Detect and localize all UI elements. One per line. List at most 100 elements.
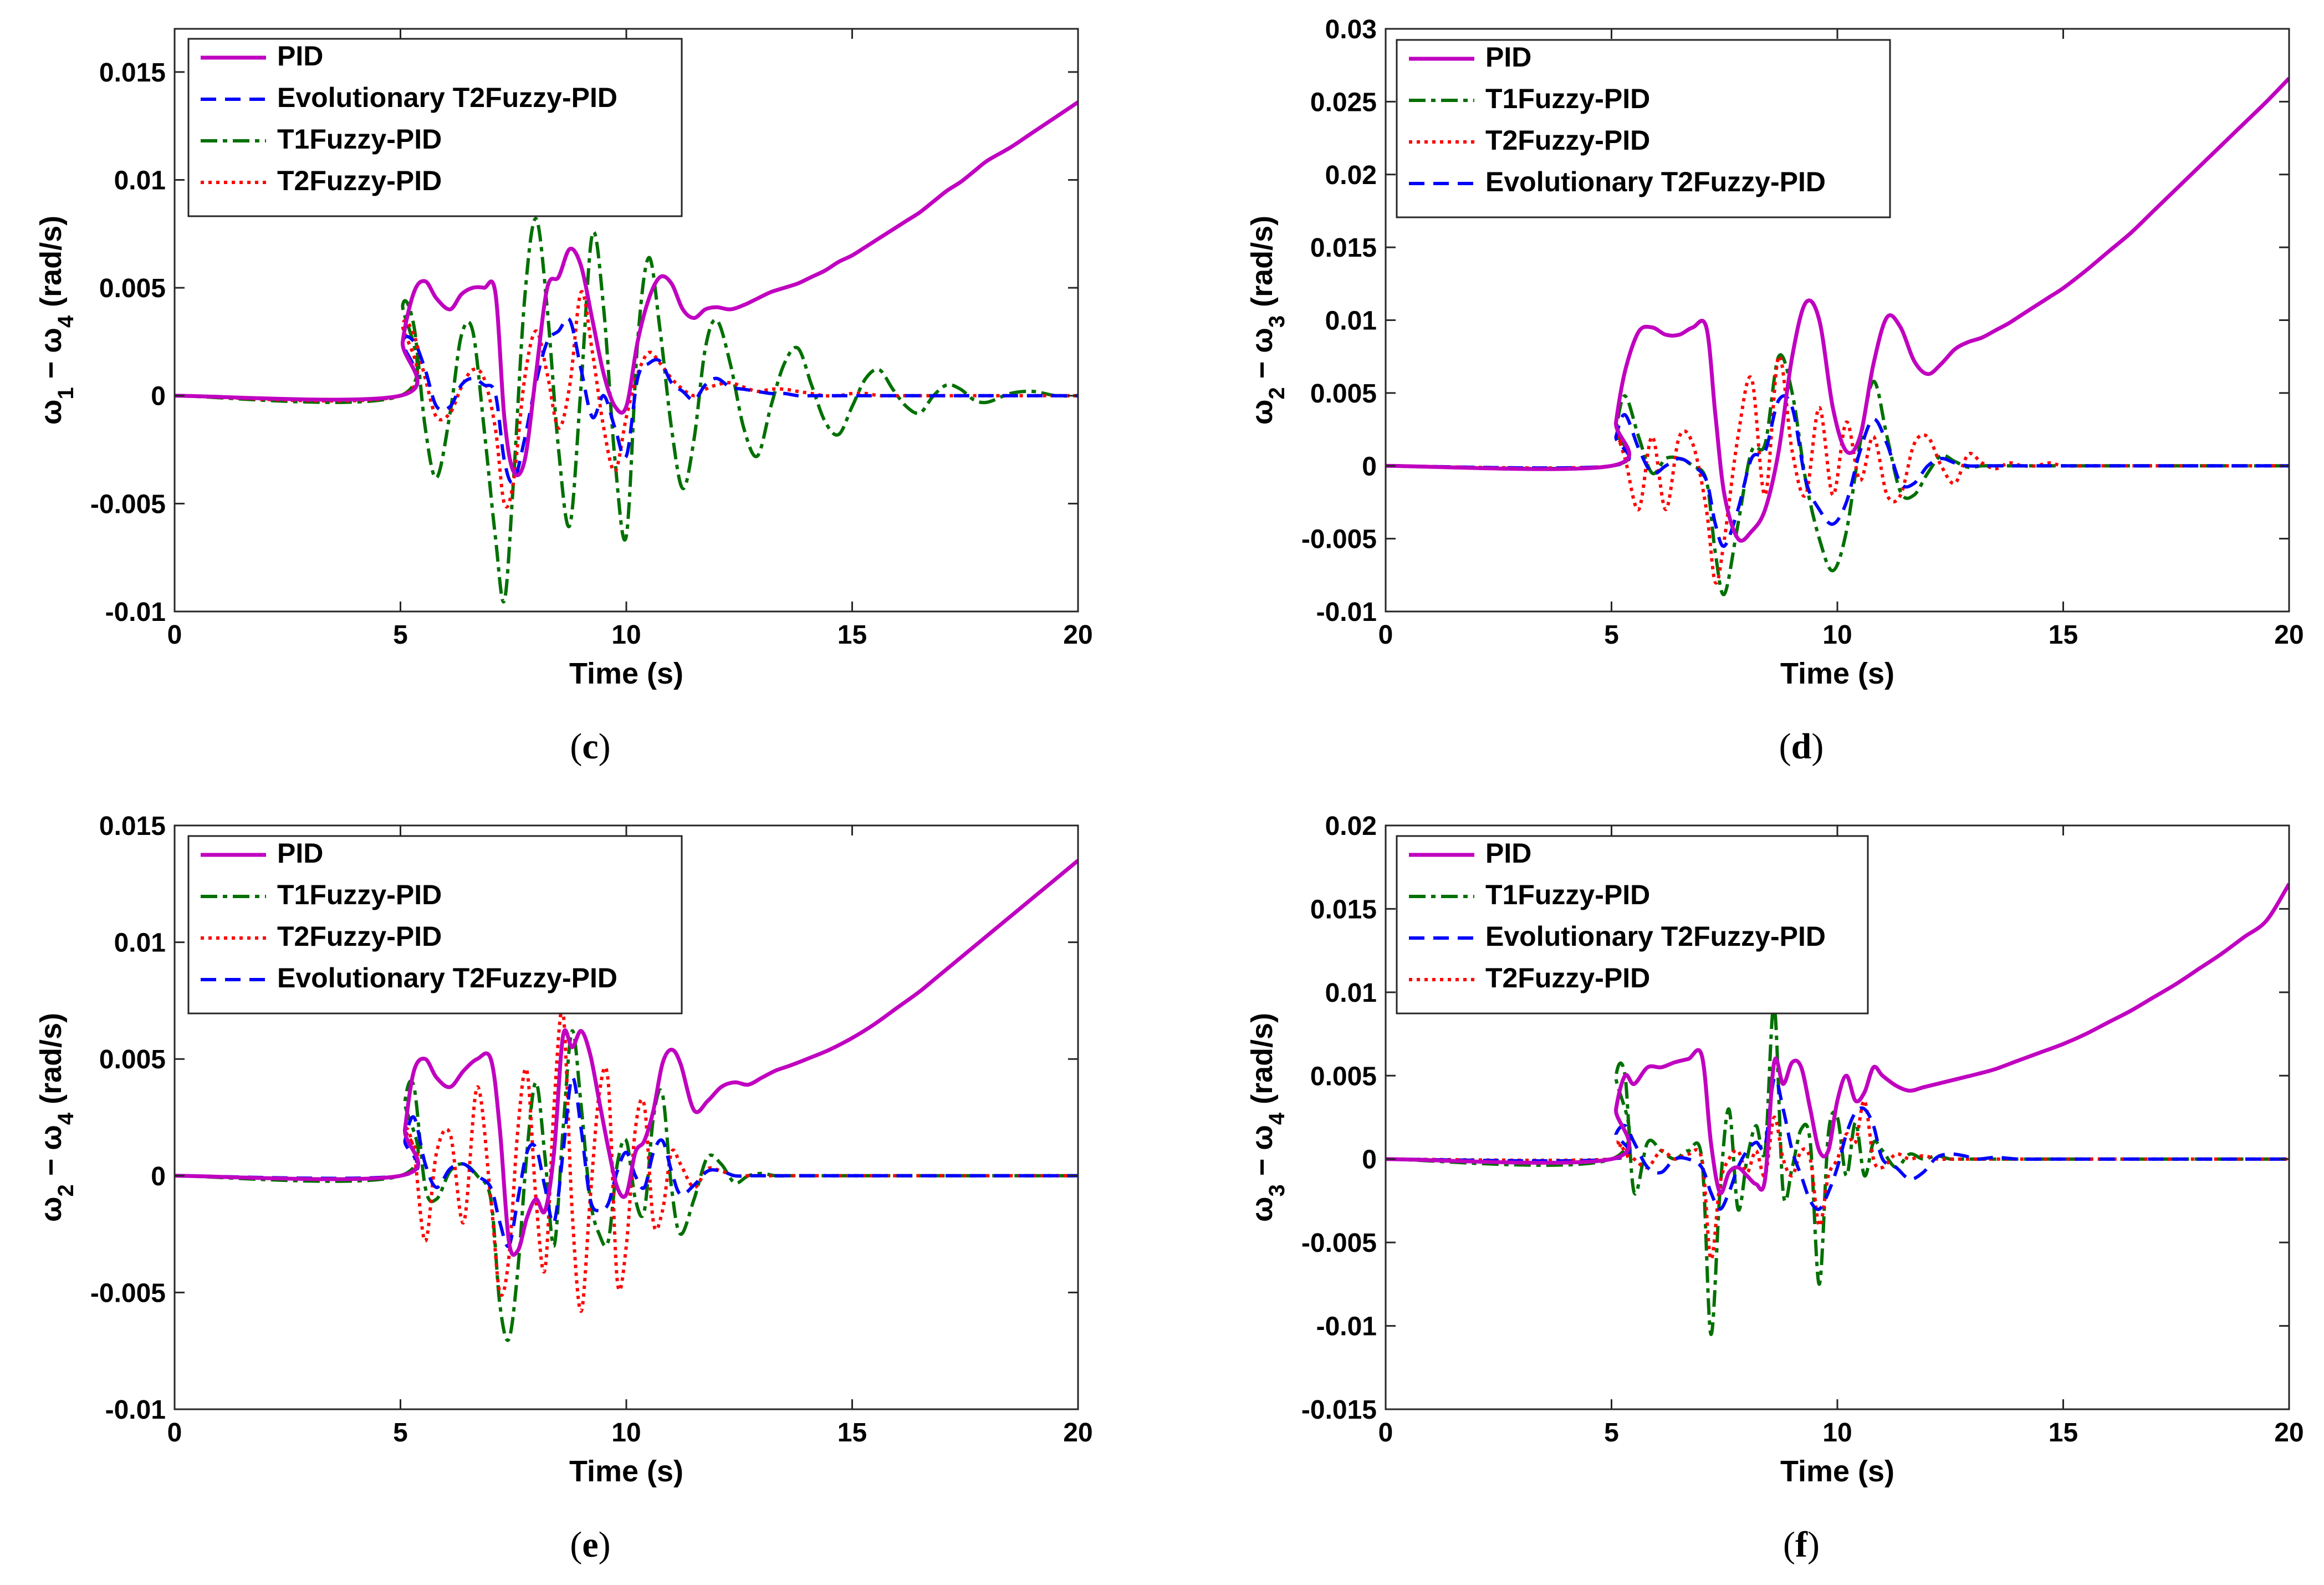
legend-label: PID <box>1485 42 1531 73</box>
x-tick-label: 5 <box>393 620 408 650</box>
x-tick-label: 5 <box>1604 620 1619 650</box>
legend: PID Evolutionary T2Fuzzy-PID T1Fuzzy-PID T2… <box>187 38 683 217</box>
y-axis-label-subscript: 3 <box>1265 315 1289 328</box>
x-tick-label: 10 <box>1822 1418 1852 1448</box>
y-axis-label: ω3 − ω4 (rad/s) <box>1245 1013 1289 1222</box>
legend-label: T1Fuzzy-PID <box>277 124 442 155</box>
caption-paren: ( <box>1779 726 1791 767</box>
series-line-evolutionary-t2fuzzy-pid <box>1386 394 2289 548</box>
x-tick-label: 0 <box>1378 620 1393 650</box>
legend-box <box>1396 39 1891 218</box>
panel-d: 0 5 10 15 20 -0.01 -0.005 0 0.005 0.01 0.015 0.02 0.… <box>1245 15 2304 767</box>
y-tick-label: 0.01 <box>114 929 166 958</box>
y-tick-label: 0 <box>1362 452 1377 481</box>
legend-label: T1Fuzzy-PID <box>1485 83 1650 114</box>
y-tick-label: 0.015 <box>99 58 166 88</box>
y-axis-label: ω2 − ω4 (rad/s) <box>34 1013 78 1222</box>
x-axis-label: Time (s) <box>1780 1455 1894 1488</box>
legend-box <box>1396 835 1869 1015</box>
legend-label: Evolutionary T2Fuzzy-PID <box>277 962 617 993</box>
y-tick-label: -0.01 <box>105 598 166 627</box>
y-tick-label: -0.005 <box>1301 1229 1377 1258</box>
legend-box <box>187 835 683 1015</box>
x-tick-label: 0 <box>1378 1418 1393 1448</box>
caption-letter: d <box>1791 726 1812 767</box>
y-axis-label-part: − ω <box>34 328 68 387</box>
x-axis-label: Time (s) <box>569 1455 683 1488</box>
y-axis-label: ω2 − ω3 (rad/s) <box>1245 216 1289 425</box>
y-axis-label-subscript: 2 <box>54 1184 78 1196</box>
x-tick-label: 0 <box>167 620 182 650</box>
y-axis-label-subscript: 2 <box>1265 387 1289 399</box>
y-axis-label-subscript: 4 <box>54 1112 78 1125</box>
legend-label: T1Fuzzy-PID <box>277 879 442 910</box>
legend-label: PID <box>277 838 323 869</box>
y-tick-label: -0.005 <box>90 490 166 519</box>
y-tick-label: 0.025 <box>1310 88 1377 117</box>
x-tick-label: 20 <box>2274 620 2303 650</box>
y-tick-label: -0.015 <box>1301 1395 1377 1425</box>
series-line-pid <box>1386 77 2289 543</box>
x-tick-label: 0 <box>167 1418 182 1448</box>
x-tick-label: 15 <box>2049 620 2078 650</box>
x-tick-label: 10 <box>1822 620 1852 650</box>
y-tick-label: 0 <box>151 382 166 411</box>
legend-label: Evolutionary T2Fuzzy-PID <box>277 82 617 113</box>
y-tick-label: 0.005 <box>99 274 166 303</box>
series-line-t2fuzzy-pid <box>175 1007 1078 1313</box>
caption-paren: ) <box>599 726 611 767</box>
x-tick-label: 20 <box>2274 1418 2303 1448</box>
x-tick-label: 15 <box>837 620 867 650</box>
legend-label: Evolutionary T2Fuzzy-PID <box>1485 166 1826 197</box>
x-tick-label: 5 <box>393 1418 408 1448</box>
y-axis-label-part: − ω <box>1245 328 1279 387</box>
legend-label: PID <box>1485 838 1531 869</box>
x-tick-label: 15 <box>837 1418 867 1448</box>
legend-label: T2Fuzzy-PID <box>277 165 442 196</box>
y-tick-label: 0 <box>151 1162 166 1191</box>
legend-box <box>187 38 683 217</box>
y-axis-label-part: (rad/s) <box>1245 216 1279 315</box>
series-line-pid <box>1386 883 2289 1195</box>
panel-caption: (d) <box>1779 726 1824 767</box>
legend: PID T1Fuzzy-PID T2Fuzzy-PID Evolutionary T2… <box>187 835 683 1015</box>
y-axis-label-part: (rad/s) <box>34 1013 68 1113</box>
caption-letter: f <box>1795 1525 1808 1565</box>
caption-letter: e <box>582 1525 598 1565</box>
y-axis-label-part: ω <box>34 400 68 425</box>
series-line-pid <box>175 100 1078 477</box>
x-tick-label: 10 <box>611 620 641 650</box>
y-tick-label: -0.01 <box>1316 1312 1377 1342</box>
caption-paren: ( <box>570 1525 582 1565</box>
caption-paren: ) <box>1811 726 1824 767</box>
y-tick-label: -0.005 <box>90 1278 166 1308</box>
panel-caption: (c) <box>570 726 610 767</box>
caption-paren: ) <box>599 1525 611 1565</box>
y-tick-label: 0.005 <box>1310 379 1377 409</box>
y-axis-label-subscript: 4 <box>54 315 78 328</box>
panel-c: 0 5 10 15 20 -0.01 -0.005 0 0.005 0.01 0.015 Time (… <box>34 28 1093 767</box>
y-tick-label: 0.015 <box>1310 895 1377 924</box>
y-tick-label: 0.01 <box>114 166 166 195</box>
panel-f: 0 5 10 15 20 -0.015 -0.01 -0.005 0 0.005 0.01 0.015… <box>1245 812 2304 1565</box>
legend-label: Evolutionary T2Fuzzy-PID <box>1485 921 1826 952</box>
y-axis-label-subscript: 3 <box>1265 1184 1289 1196</box>
x-axis-label: Time (s) <box>1780 657 1894 690</box>
panel-caption: (e) <box>570 1525 610 1565</box>
x-tick-label: 5 <box>1604 1418 1619 1448</box>
y-axis-label-part: − ω <box>1245 1125 1279 1184</box>
legend-label: T1Fuzzy-PID <box>1485 879 1650 910</box>
y-tick-label: 0.02 <box>1325 812 1377 841</box>
panel-caption: (f) <box>1783 1525 1820 1565</box>
y-tick-label: 0.03 <box>1325 15 1377 44</box>
y-axis-label: ω1 − ω4 (rad/s) <box>34 216 78 425</box>
y-tick-label: 0.01 <box>1325 978 1377 1008</box>
legend-label: T2Fuzzy-PID <box>1485 962 1650 993</box>
caption-letter: c <box>582 726 598 767</box>
caption-paren: ) <box>1807 1525 1820 1565</box>
x-tick-label: 15 <box>2049 1418 2078 1448</box>
x-tick-label: 20 <box>1063 1418 1092 1448</box>
y-tick-label: 0.01 <box>1325 307 1377 336</box>
y-axis-label-subscript: 1 <box>54 387 78 399</box>
